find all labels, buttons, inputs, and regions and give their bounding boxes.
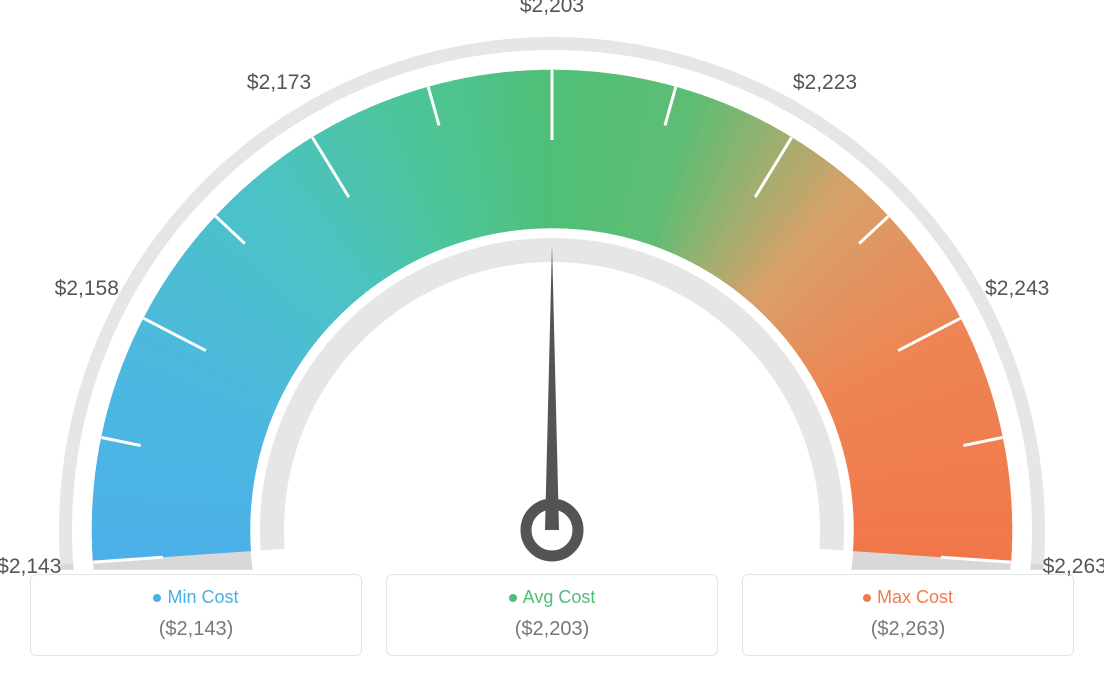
legend-title-min-text: Min Cost [167, 587, 238, 607]
legend-dot-min [153, 594, 161, 602]
gauge-tick-label: $2,143 [0, 555, 61, 579]
legend-dot-avg [509, 594, 517, 602]
gauge-chart: $2,143$2,158$2,173$2,203$2,223$2,243$2,2… [0, 0, 1104, 570]
legend-dot-max [863, 594, 871, 602]
gauge-tick-label: $2,203 [520, 0, 584, 18]
gauge-tick-label: $2,158 [55, 277, 119, 301]
legend-title-avg: Avg Cost [397, 587, 707, 608]
legend-card-max: Max Cost ($2,263) [742, 574, 1074, 656]
legend-row: Min Cost ($2,143) Avg Cost ($2,203) Max … [0, 570, 1104, 670]
gauge-tick-label: $2,263 [1043, 555, 1104, 579]
legend-title-avg-text: Avg Cost [523, 587, 596, 607]
legend-title-min: Min Cost [41, 587, 351, 608]
gauge-tick-label: $2,173 [247, 71, 311, 95]
legend-card-min: Min Cost ($2,143) [30, 574, 362, 656]
gauge-tick-label: $2,223 [793, 71, 857, 95]
legend-title-max: Max Cost [753, 587, 1063, 608]
legend-value-min: ($2,143) [41, 618, 351, 641]
legend-card-avg: Avg Cost ($2,203) [386, 574, 718, 656]
gauge-needle [545, 244, 559, 530]
legend-value-avg: ($2,203) [397, 618, 707, 641]
legend-title-max-text: Max Cost [877, 587, 953, 607]
gauge-svg [0, 0, 1104, 570]
gauge-tick-label: $2,243 [985, 277, 1049, 301]
legend-value-max: ($2,263) [753, 618, 1063, 641]
